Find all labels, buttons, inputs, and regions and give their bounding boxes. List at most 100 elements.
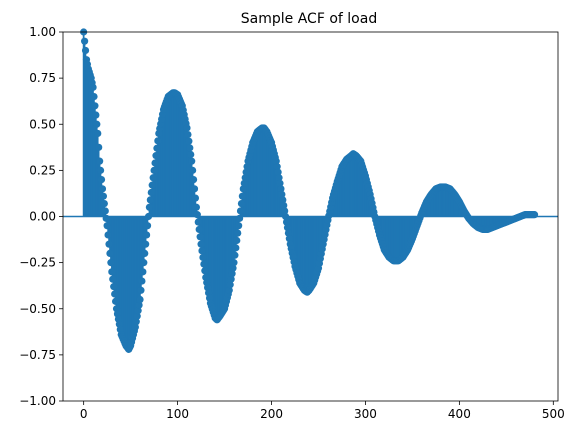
- acf-point: [237, 199, 246, 208]
- acf-point: [197, 240, 205, 248]
- acf-point: [107, 259, 115, 267]
- acf-point: [226, 281, 234, 289]
- acf-point: [89, 83, 97, 91]
- acf-point: [149, 174, 157, 182]
- acf-point: [131, 323, 139, 331]
- acf-point: [281, 207, 289, 215]
- acf-point: [98, 185, 107, 193]
- chart-title: Sample ACF of load: [241, 11, 377, 27]
- acf-point: [81, 37, 89, 45]
- acf-point: [151, 159, 159, 167]
- acf-point: [142, 240, 150, 248]
- acf-point: [274, 168, 282, 176]
- plot-frame: [62, 31, 559, 402]
- acf-point: [96, 157, 104, 165]
- acf-point: [229, 264, 237, 272]
- y-tick-label: 0.25: [29, 163, 56, 177]
- acf-point: [230, 259, 238, 267]
- acf-point: [233, 236, 241, 245]
- acf-markers: [80, 28, 539, 353]
- acf-point: [184, 130, 192, 139]
- acf-point: [243, 163, 251, 171]
- acf-point: [273, 163, 281, 171]
- acf-point: [110, 283, 118, 291]
- acf-point: [189, 176, 198, 184]
- acf-point: [185, 137, 193, 145]
- acf-point: [238, 192, 247, 200]
- acf-point: [192, 203, 200, 211]
- acf-point: [138, 277, 146, 285]
- acf-point: [225, 286, 233, 294]
- acf-point: [235, 222, 243, 230]
- acf-point: [90, 92, 98, 101]
- acf-point: [152, 152, 160, 160]
- acf-point: [141, 249, 149, 257]
- acf-point: [104, 231, 112, 239]
- acf-point: [201, 267, 209, 275]
- acf-point: [108, 268, 116, 276]
- y-tick-label: 1.00: [29, 25, 56, 39]
- acf-point: [231, 251, 239, 259]
- acf-point: [145, 203, 154, 211]
- x-tick-label: 200: [260, 407, 283, 421]
- acf-point: [228, 270, 236, 278]
- acf-point: [111, 290, 119, 298]
- acf-point: [276, 179, 284, 187]
- acf-point: [191, 194, 200, 202]
- acf-point: [285, 235, 293, 243]
- y-tick-label: −0.50: [19, 302, 56, 316]
- acf-point: [194, 218, 202, 226]
- acf-point: [195, 225, 203, 234]
- acf-point: [96, 166, 105, 174]
- acf-point: [150, 166, 158, 174]
- acf-point: [279, 196, 287, 204]
- acf-point: [100, 199, 108, 208]
- acf-point: [153, 144, 161, 152]
- y-tick-label: −0.75: [19, 348, 56, 362]
- acf-point: [200, 260, 208, 268]
- acf-point: [133, 312, 141, 320]
- acf-point: [232, 244, 240, 252]
- acf-point: [137, 286, 145, 294]
- acf-point: [146, 196, 154, 204]
- acf-point: [284, 229, 293, 237]
- acf-point: [154, 137, 162, 145]
- x-tick-label: 100: [166, 407, 189, 421]
- acf-point: [95, 143, 103, 151]
- acf-point: [143, 222, 152, 230]
- acf-point: [134, 306, 142, 315]
- acf-point: [199, 253, 207, 262]
- acf-point: [188, 157, 196, 165]
- acf-point: [234, 229, 242, 237]
- acf-point: [277, 185, 285, 193]
- acf-point: [106, 249, 114, 257]
- acf-point: [183, 124, 191, 132]
- acf-point: [91, 102, 99, 110]
- acf-point: [198, 247, 206, 255]
- y-tick-label: −0.25: [19, 256, 56, 270]
- acf-point: [148, 181, 156, 189]
- x-tick-label: 500: [542, 407, 565, 421]
- acf-point: [97, 176, 106, 184]
- x-tick-label: 300: [354, 407, 377, 421]
- x-axis-ticks: 0 100 200 300 400 500: [80, 401, 565, 421]
- acf-point: [92, 111, 100, 119]
- acf-point: [101, 207, 109, 215]
- acf-point: [140, 259, 148, 267]
- acf-point: [282, 218, 291, 226]
- acf-point: [94, 129, 102, 138]
- y-tick-label: 0.75: [29, 71, 56, 85]
- x-tick-label: 0: [80, 407, 88, 421]
- acf-point: [242, 168, 250, 176]
- acf-point: [103, 222, 111, 230]
- acf-point: [135, 301, 143, 309]
- acf-point: [111, 297, 120, 305]
- acf-point: [239, 185, 247, 193]
- acf-point: [275, 174, 283, 182]
- acf-point: [189, 166, 197, 174]
- acf-point: [272, 157, 280, 165]
- acf-point: [105, 240, 113, 248]
- y-axis-ticks: −1.00 −0.75 −0.50 −0.25 0.00 0.25 0.50 0.75 1.00: [19, 25, 63, 408]
- acf-point: [283, 223, 292, 232]
